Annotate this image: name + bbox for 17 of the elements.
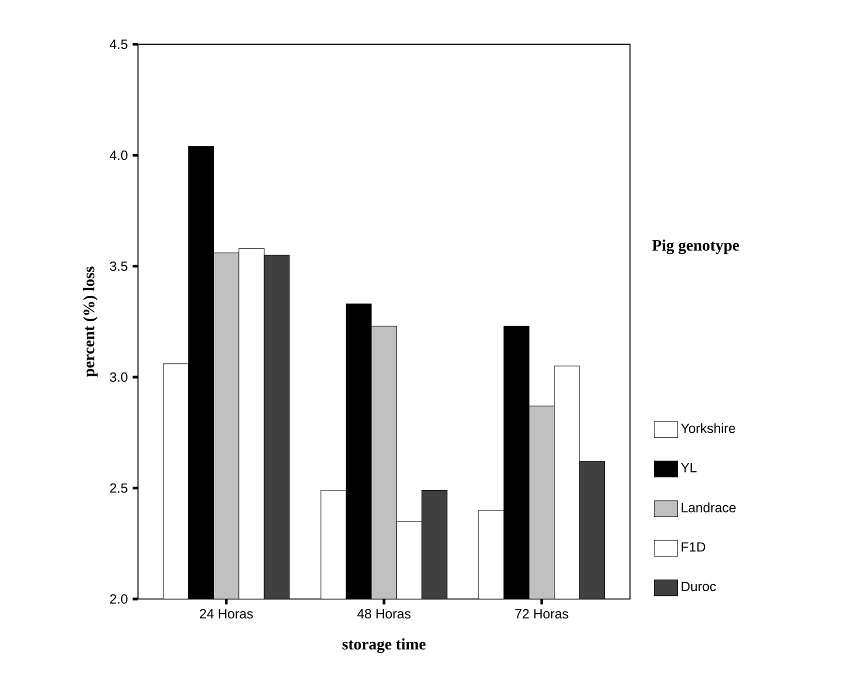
y-tick-label: 2.0 (110, 594, 128, 604)
legend-label: Duroc (682, 582, 716, 592)
y-axis-title: percent (%) loss (83, 266, 98, 377)
x-tick-label: 72 Horas (515, 609, 568, 618)
x-tick-label: 24 Horas (200, 609, 253, 618)
y-tick-label: 4.5 (110, 40, 128, 49)
y-tick-label: 4.0 (110, 150, 128, 160)
legend-label: Landrace (682, 502, 736, 512)
legend-title: Pig genotype (652, 239, 740, 254)
legend-label: YL (680, 463, 697, 472)
y-tick-label: 3.0 (110, 372, 128, 382)
y-tick-label: 2.5 (110, 483, 128, 493)
x-axis-title: storage time (342, 638, 426, 653)
legend-label: Yorkshire (680, 423, 736, 434)
x-tick-label: 48 Horas (357, 609, 411, 618)
legend-label: F1D (682, 542, 706, 552)
y-tick-label: 3.5 (110, 261, 128, 271)
